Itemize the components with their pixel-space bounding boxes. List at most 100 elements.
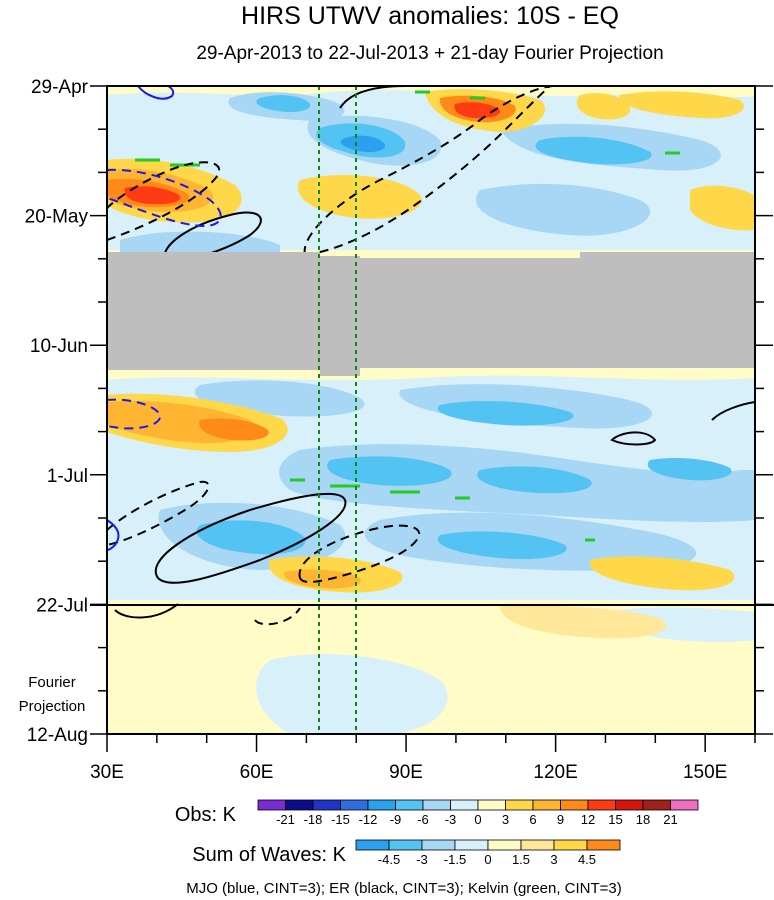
anomaly-blob <box>535 136 652 165</box>
colorbar-swatch <box>285 799 314 811</box>
projection-label-line1: Fourier <box>28 674 76 691</box>
anomaly-blob <box>340 135 386 153</box>
obs-colorbar: -21 -18 -15 -12 -9 -6 -3 0 3 6 9 12 15 18 21 <box>257 799 699 827</box>
er-negative-contours <box>107 86 556 626</box>
anomaly-blob <box>576 93 631 120</box>
colorbar-label: 15 <box>608 812 622 827</box>
colorbar-swatch <box>532 799 561 811</box>
waves-colorbar-title: Sum of Waves: K <box>192 844 346 866</box>
mjo-contour <box>107 398 162 430</box>
er-contour <box>154 492 347 584</box>
axis-ticks <box>90 85 773 752</box>
colorbar-swatch <box>421 839 456 851</box>
anomaly-blob <box>500 605 667 639</box>
colorbar-swatch <box>587 799 616 811</box>
anomaly-blob <box>120 231 280 252</box>
anomaly-blob <box>619 91 744 119</box>
colorbar-label: -12 <box>359 812 378 827</box>
x-tick-label: 150E <box>683 762 727 783</box>
colorbar-swatch <box>340 799 369 811</box>
y-tick-label: 1-Jul <box>47 466 88 487</box>
colorbar-label: -3 <box>416 852 428 867</box>
colorbar-swatch <box>520 839 555 851</box>
y-tick-label: 12-Aug <box>27 725 88 746</box>
colorbar-label: -15 <box>331 812 350 827</box>
anomaly-blob <box>196 520 306 555</box>
colorbar-swatch <box>477 799 506 811</box>
y-tick-label: 10-Jun <box>30 336 88 357</box>
anomaly-blob <box>437 401 574 426</box>
colorbar-swatch <box>615 799 644 811</box>
er-contour <box>610 431 657 446</box>
colorbar-swatch <box>586 839 621 851</box>
projection-label-line2: Projection <box>19 698 86 715</box>
colorbar-label: -6 <box>417 812 429 827</box>
colorbar-label: 9 <box>557 812 564 827</box>
anomaly-blob <box>124 186 181 205</box>
colorbar-label: 6 <box>529 812 536 827</box>
colorbar-label: -21 <box>276 812 295 827</box>
chart-title: HIRS UTWV anomalies: 10S - EQ <box>241 2 619 30</box>
colorbar-swatch <box>355 839 390 851</box>
mjo-contour <box>107 168 222 228</box>
er-contour <box>711 401 755 421</box>
anomaly-blob <box>284 569 361 589</box>
er-contour <box>114 603 179 619</box>
colorbar-swatch <box>642 799 671 811</box>
anomaly-blob <box>298 175 422 219</box>
colorbar-swatch <box>422 799 451 811</box>
colorbar-swatch <box>388 839 423 851</box>
anomaly-blob <box>454 102 501 119</box>
chart-subtitle: 29-Apr-2013 to 22-Jul-2013 + 21-day Four… <box>196 43 663 64</box>
y-tick-label: 20-May <box>25 207 89 228</box>
reference-lines <box>318 86 357 734</box>
anomaly-blob <box>476 183 651 236</box>
colorbar-swatch <box>487 839 522 851</box>
missing-data-band <box>107 252 755 376</box>
x-axis-labels: 30E 60E 90E 120E 150E <box>90 762 727 783</box>
anomaly-blob <box>647 457 732 481</box>
colorbar-label: 3 <box>502 812 509 827</box>
colorbar-swatch <box>367 799 396 811</box>
mjo-negative-contours <box>107 168 222 430</box>
x-tick-label: 90E <box>389 762 423 783</box>
colorbar-label: 21 <box>663 812 677 827</box>
colorbar-label: 18 <box>636 812 650 827</box>
colorbar-label: 3 <box>550 852 557 867</box>
plot-area <box>107 86 755 734</box>
x-tick-label: 120E <box>533 762 577 783</box>
colorbar-label: 12 <box>581 812 595 827</box>
anomaly-blob <box>437 531 567 560</box>
colorbar-swatch <box>395 799 424 811</box>
y-tick-label: 22-Jul <box>36 595 88 616</box>
anomaly-blob <box>690 185 755 231</box>
plot-frame <box>106 85 756 735</box>
waves-colorbar: -4.5 -3 -1.5 0 1.5 3 4.5 <box>355 839 621 867</box>
er-contour <box>298 524 421 583</box>
colorbar-swatch <box>312 799 341 811</box>
colorbar-label: 4.5 <box>578 852 596 867</box>
anomaly-blob <box>256 654 448 734</box>
er-contour <box>254 607 301 626</box>
er-contour <box>107 480 210 546</box>
colorbar-swatch <box>454 839 489 851</box>
contour-legend-footer: MJO (blue, CINT=3); ER (black, CINT=3); … <box>186 880 622 897</box>
colorbar-label: 0 <box>474 812 481 827</box>
anomaly-blob <box>199 418 269 441</box>
y-tick-label: 29-Apr <box>31 77 89 98</box>
colorbar-swatch <box>257 799 286 811</box>
x-tick-label: 60E <box>240 762 274 783</box>
anomaly-blob <box>589 556 735 591</box>
anomaly-blob <box>477 466 592 494</box>
mjo-contour <box>137 86 175 100</box>
colorbar-label: 1.5 <box>512 852 530 867</box>
anomaly-field <box>107 86 755 734</box>
colorbar-label: -4.5 <box>378 852 400 867</box>
colorbar-swatch <box>560 799 589 811</box>
colorbar-label: -1.5 <box>444 852 466 867</box>
colorbar-swatch <box>505 799 534 811</box>
colorbar-label: 0 <box>484 852 491 867</box>
colorbar-swatch <box>450 799 479 811</box>
anomaly-blob <box>256 95 311 112</box>
